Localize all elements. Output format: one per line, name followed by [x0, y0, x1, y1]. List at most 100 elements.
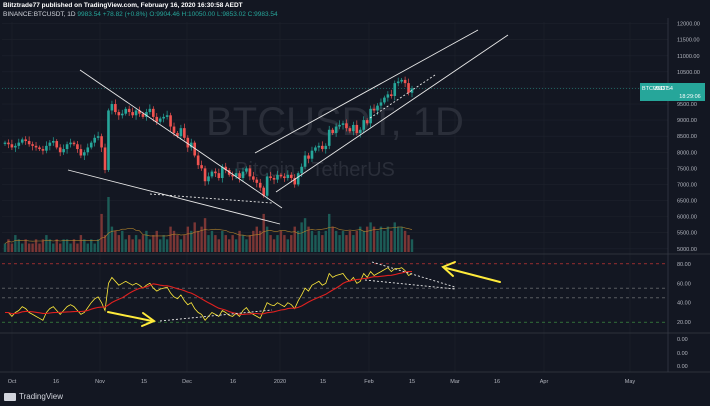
candle-body[interactable]: [58, 147, 62, 153]
candle-body[interactable]: [41, 149, 45, 151]
candle-body[interactable]: [331, 129, 334, 133]
candle-body[interactable]: [155, 116, 159, 122]
candle-body[interactable]: [14, 145, 17, 148]
trendlines[interactable]: [67, 29, 509, 225]
candle-body[interactable]: [103, 147, 107, 170]
candle-body[interactable]: [352, 124, 355, 132]
candle-body[interactable]: [283, 176, 286, 179]
candle-body[interactable]: [27, 141, 31, 145]
candle-body[interactable]: [279, 174, 283, 177]
candle-body[interactable]: [383, 97, 386, 103]
candle-body[interactable]: [324, 145, 328, 150]
candle-body[interactable]: [327, 129, 331, 146]
arrow-left-icon[interactable]: [107, 311, 157, 327]
candle-body[interactable]: [224, 166, 228, 170]
candle-body[interactable]: [269, 176, 272, 179]
candle-body[interactable]: [362, 120, 366, 130]
channel-support-dotted[interactable]: [369, 74, 436, 119]
candle-body[interactable]: [220, 166, 224, 179]
candle-body[interactable]: [7, 142, 10, 145]
wedge-lower-line[interactable]: [67, 169, 281, 225]
annotation-arrows[interactable]: [107, 261, 501, 327]
candle-body[interactable]: [410, 88, 414, 93]
candle-body[interactable]: [376, 105, 379, 111]
candle-body[interactable]: [310, 150, 314, 159]
tradingview-logo[interactable]: TradingView: [4, 392, 63, 401]
candle-body[interactable]: [200, 165, 203, 169]
candle-body[interactable]: [386, 94, 390, 98]
candle-body[interactable]: [183, 128, 186, 138]
candle-body[interactable]: [55, 141, 59, 148]
candle-body[interactable]: [20, 139, 24, 143]
candle-body[interactable]: [321, 145, 324, 150]
candle-body[interactable]: [207, 176, 210, 182]
candle-body[interactable]: [134, 110, 138, 116]
candle-body[interactable]: [127, 108, 131, 113]
candle-body[interactable]: [24, 139, 28, 142]
candle-body[interactable]: [145, 112, 148, 117]
rsi-support-dotted[interactable]: [159, 309, 273, 322]
channel-lower-line[interactable]: [275, 34, 509, 193]
arrow-right-icon[interactable]: [441, 261, 501, 283]
candle-body[interactable]: [210, 171, 214, 177]
candle-body[interactable]: [152, 108, 155, 117]
candle-body[interactable]: [124, 108, 128, 114]
rsi-trendlines[interactable]: [159, 261, 456, 322]
candle-body[interactable]: [289, 174, 293, 179]
candle-body[interactable]: [203, 168, 207, 182]
candle-body[interactable]: [148, 108, 152, 113]
candle-body[interactable]: [262, 187, 265, 196]
candle-body[interactable]: [252, 176, 255, 180]
candle-body[interactable]: [300, 166, 303, 174]
candle-body[interactable]: [196, 155, 200, 166]
candle-body[interactable]: [96, 136, 100, 138]
rsi-pane[interactable]: [2, 263, 668, 323]
candle-body[interactable]: [120, 113, 124, 116]
candle-body[interactable]: [162, 116, 165, 119]
candle-body[interactable]: [38, 147, 41, 150]
candle-body[interactable]: [93, 137, 96, 143]
candle-body[interactable]: [369, 108, 372, 124]
candle-body[interactable]: [65, 144, 69, 150]
candle-body[interactable]: [214, 171, 217, 174]
candle-body[interactable]: [265, 176, 269, 196]
candle-body[interactable]: [314, 147, 317, 151]
candle-body[interactable]: [258, 182, 262, 188]
candle-body[interactable]: [293, 178, 297, 185]
candle-body[interactable]: [69, 142, 72, 145]
candle-body[interactable]: [179, 128, 183, 137]
candle-body[interactable]: [141, 113, 145, 117]
candlesticks[interactable]: [2, 76, 668, 200]
candle-body[interactable]: [3, 142, 7, 144]
candle-body[interactable]: [345, 123, 348, 129]
candle-body[interactable]: [255, 179, 259, 183]
candle-body[interactable]: [341, 123, 345, 125]
candle-body[interactable]: [31, 144, 34, 146]
candle-body[interactable]: [400, 79, 403, 82]
candle-body[interactable]: [372, 108, 376, 111]
candle-body[interactable]: [276, 174, 279, 180]
wedge-upper-line[interactable]: [79, 69, 283, 209]
candle-body[interactable]: [348, 128, 352, 132]
candle-body[interactable]: [17, 142, 21, 146]
candle-body[interactable]: [403, 79, 407, 84]
candle-body[interactable]: [286, 174, 290, 179]
candle-body[interactable]: [307, 155, 310, 159]
candle-body[interactable]: [62, 149, 65, 153]
candle-body[interactable]: [51, 141, 55, 143]
candle-body[interactable]: [169, 115, 172, 127]
candle-body[interactable]: [303, 155, 307, 167]
candle-body[interactable]: [72, 142, 76, 145]
candle-body[interactable]: [89, 142, 93, 148]
candle-body[interactable]: [396, 81, 400, 84]
wedge-support-dotted[interactable]: [149, 193, 273, 204]
candle-body[interactable]: [76, 144, 79, 150]
candle-body[interactable]: [238, 173, 241, 179]
channel-upper-line[interactable]: [254, 29, 479, 154]
candle-body[interactable]: [165, 115, 169, 117]
candle-body[interactable]: [334, 126, 338, 133]
candle-body[interactable]: [358, 129, 362, 133]
rsi-divergence-dotted[interactable]: [371, 261, 456, 288]
candle-body[interactable]: [79, 149, 83, 156]
